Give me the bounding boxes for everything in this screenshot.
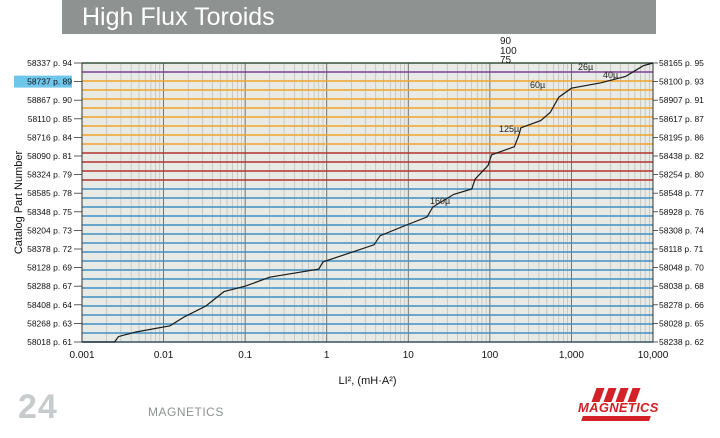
magnetics-logo: MAGNETICS bbox=[578, 388, 658, 424]
x-tick-label: 10,000 bbox=[638, 350, 669, 361]
left-tick-label: 58585 p. 78 bbox=[27, 188, 72, 198]
right-tick-label: 58278 p. 66 bbox=[659, 300, 704, 310]
right-tick-label: 58254 p. 80 bbox=[659, 170, 704, 180]
right-tick-label: 58100 p. 93 bbox=[659, 77, 704, 87]
right-tick-label: 58038 p. 68 bbox=[659, 281, 704, 291]
curve-label: 125µ bbox=[499, 124, 519, 134]
highlighted-label-bg bbox=[14, 75, 72, 88]
page-number: 24 bbox=[18, 388, 58, 426]
left-tick-label: 58018 p. 61 bbox=[27, 337, 72, 347]
plot-background bbox=[82, 63, 653, 342]
top-label: 75 bbox=[500, 55, 512, 66]
left-tick-label: 58348 p. 75 bbox=[27, 207, 72, 217]
left-tick-label: 58090 p. 81 bbox=[27, 151, 72, 161]
right-tick-label: 58438 p. 82 bbox=[659, 151, 704, 161]
x-tick-label: 0.001 bbox=[69, 350, 94, 361]
curve-label: 160µ bbox=[430, 196, 450, 206]
left-tick-label: 58867 p. 90 bbox=[27, 95, 72, 105]
logo-wordmark: MAGNETICS bbox=[578, 400, 659, 415]
right-tick-label: 58548 p. 77 bbox=[659, 188, 704, 198]
curve-label: 40µ bbox=[603, 70, 618, 80]
x-tick-label: 1,000 bbox=[559, 350, 584, 361]
left-tick-label: 58128 p. 69 bbox=[27, 263, 72, 273]
y-axis-label: Catalog Part Number bbox=[13, 151, 25, 255]
right-tick-label: 58617 p. 87 bbox=[659, 114, 704, 124]
left-tick-label: 58288 p. 67 bbox=[27, 281, 72, 291]
right-tick-label: 58195 p. 86 bbox=[659, 132, 704, 142]
right-tick-label: 58118 p. 71 bbox=[659, 244, 704, 254]
x-axis-label: LI², (mH·A²) bbox=[338, 375, 396, 387]
left-tick-label: 58204 p. 73 bbox=[27, 225, 72, 235]
x-tick-label: 0.01 bbox=[154, 350, 174, 361]
plot-frame bbox=[81, 62, 654, 343]
left-tick-label: 58408 p. 64 bbox=[27, 300, 72, 310]
right-tick-label: 58907 p. 91 bbox=[659, 95, 704, 105]
left-tick-label: 58737 p. 89 bbox=[27, 77, 72, 87]
right-tick-label: 58028 p. 65 bbox=[659, 318, 704, 328]
top-label: 90 bbox=[500, 36, 512, 47]
x-tick-label: 1 bbox=[324, 350, 330, 361]
right-tick-label: 58928 p. 76 bbox=[659, 207, 704, 217]
page-title: High Flux Toroids bbox=[82, 3, 275, 31]
left-tick-label: 58378 p. 72 bbox=[27, 244, 72, 254]
logo-bar bbox=[581, 416, 651, 421]
left-tick-label: 58324 p. 79 bbox=[27, 170, 72, 180]
data-curve bbox=[82, 62, 654, 343]
top-label: 100 bbox=[500, 46, 517, 57]
x-tick-label: 100 bbox=[482, 350, 499, 361]
header-banner: High Flux Toroids bbox=[62, 0, 656, 34]
footer-brand: MAGNETICS bbox=[148, 405, 224, 419]
curve-label: 26µ bbox=[578, 62, 593, 72]
right-tick-label: 58238 p. 62 bbox=[659, 337, 704, 347]
left-tick-label: 58110 p. 85 bbox=[28, 114, 73, 124]
x-tick-label: 0.1 bbox=[238, 350, 252, 361]
left-tick-label: 58337 p. 94 bbox=[27, 58, 72, 68]
right-tick-label: 58165 p. 95 bbox=[659, 58, 704, 68]
x-tick-label: 10 bbox=[403, 350, 415, 361]
right-tick-label: 58048 p. 70 bbox=[659, 263, 704, 273]
curve-label: 60µ bbox=[530, 80, 545, 90]
left-tick-label: 58716 p. 84 bbox=[27, 132, 72, 142]
left-tick-label: 58268 p. 63 bbox=[27, 318, 72, 328]
right-tick-label: 58308 p. 74 bbox=[659, 225, 704, 235]
